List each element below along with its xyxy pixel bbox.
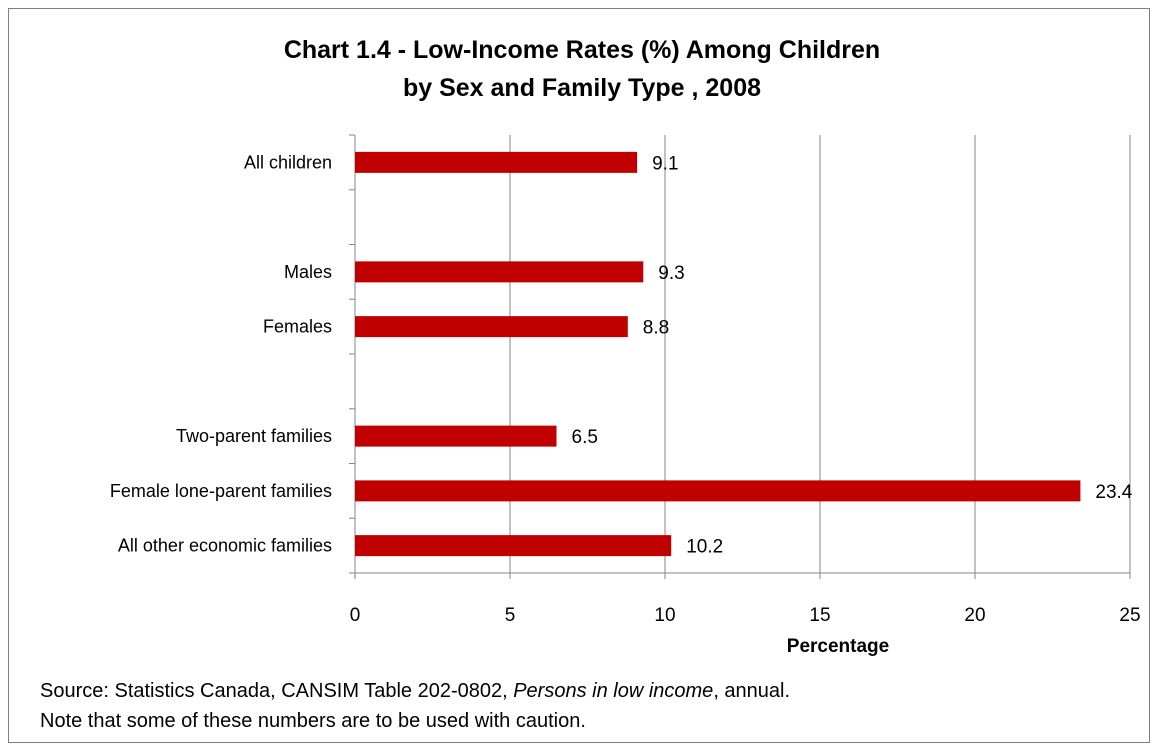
source-suffix: , annual. [713,680,791,702]
gridlines [509,135,1131,573]
labels: 0 5 10 15 20 25 All children 9.1 Males 9.3 Females… [110,152,1141,626]
x-tick-label: 25 [1119,605,1140,626]
category-label: All children [244,152,332,172]
bars [355,151,1081,557]
bar [355,535,672,557]
bar [355,480,1081,502]
category-label: Males [284,262,332,282]
caution-note: Note that some of these numbers are to b… [40,710,586,732]
axes [349,134,1131,579]
category-label: Female lone-parent families [110,481,332,501]
source-line: Source: Statistics Canada, CANSIM Table … [40,676,790,706]
source-italic: Persons in low income [513,680,714,702]
data-label: 8.8 [643,318,669,339]
data-label: 10.2 [686,537,723,558]
x-tick-label: 20 [964,605,985,626]
chart-title-line2: by Sex and Family Type , 2008 [403,74,761,102]
x-axis-title: Percentage [787,636,889,657]
x-tick-label: 0 [350,605,361,626]
bar [355,261,644,283]
data-label: 9.3 [658,263,684,284]
category-label: Females [263,317,332,337]
data-label: 23.4 [1095,482,1132,503]
source-note: Source: Statistics Canada, CANSIM Table … [40,676,790,736]
chart-frame [8,8,1150,743]
bar [355,425,557,447]
source-prefix: Source: Statistics Canada, CANSIM Table … [40,680,514,702]
chart-title-line1: Chart 1.4 - Low-Income Rates (%) Among C… [284,36,880,64]
bar [355,151,638,173]
data-label: 9.1 [652,153,678,174]
category-label: All other economic families [118,536,332,556]
category-label: Two-parent families [176,426,332,446]
bar [355,316,628,338]
x-tick-label: 5 [505,605,516,626]
data-label: 6.5 [572,427,598,448]
x-tick-label: 15 [809,605,830,626]
x-tick-label: 10 [654,605,675,626]
